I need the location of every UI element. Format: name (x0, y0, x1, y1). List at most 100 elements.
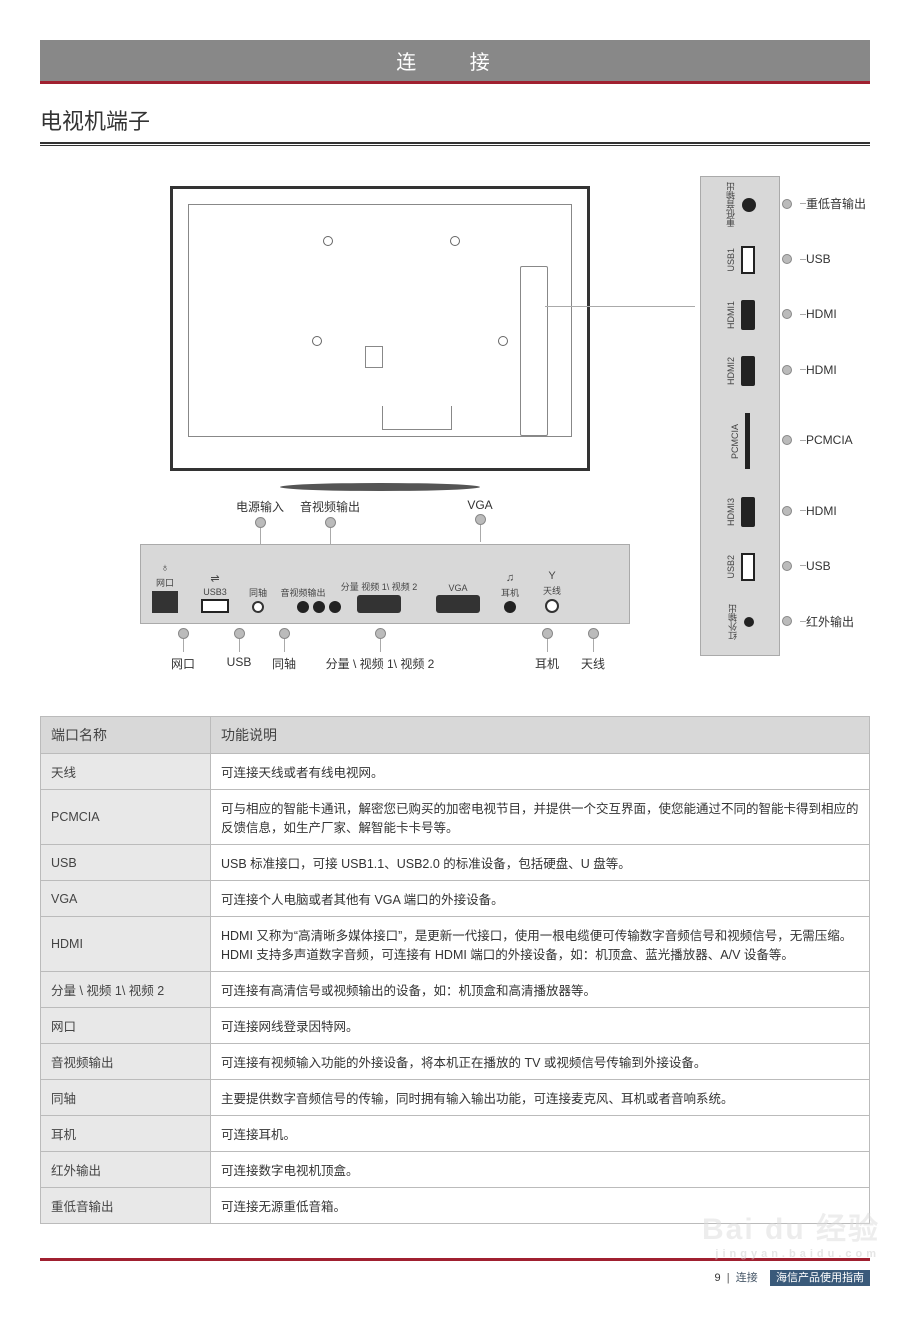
table-row: 耳机可连接耳机。 (41, 1116, 870, 1152)
bottom-callout-label: 天线 (581, 657, 605, 671)
port-shape-icon (152, 591, 178, 613)
side-callout: 重低音输出 (782, 196, 870, 212)
bottom-port: ♫耳机 (489, 572, 531, 613)
table-row: 重低音输出可连接无源重低音箱。 (41, 1188, 870, 1224)
port-name-cell: 天线 (41, 754, 211, 790)
bottom-callout: 分量 \ 视频 1\ 视频 2 (325, 628, 435, 672)
table-row: 红外输出可连接数字电视机顶盒。 (41, 1152, 870, 1188)
bottom-port: 分量 视频 1\ 视频 2 (331, 580, 427, 613)
screw-icon (498, 336, 508, 346)
side-port-label: PCMCIA (730, 424, 740, 459)
table-row: 天线可连接天线或者有线电视网。 (41, 754, 870, 790)
side-callout: PCMCIA (782, 432, 870, 448)
screw-icon (312, 336, 322, 346)
top-callout: 音视频输出 (290, 498, 370, 545)
table-row: 网口可连接网线登录因特网。 (41, 1008, 870, 1044)
leader-line (260, 517, 261, 545)
table-row: 音视频输出可连接有视频输入功能的外接设备，将本机正在播放的 TV 或视频信号传输… (41, 1044, 870, 1080)
side-callout: USB (782, 558, 870, 574)
bottom-port-label: 天线 (543, 584, 561, 597)
bottom-callout: 同轴 (229, 628, 339, 672)
side-port-label: HDMI1 (726, 301, 736, 329)
bullet-icon (782, 616, 792, 626)
port-name-cell: 耳机 (41, 1116, 211, 1152)
side-port: HDMI3 (701, 484, 779, 539)
port-name-cell: 网口 (41, 1008, 211, 1044)
table-row: PCMCIA可与相应的智能卡通讯，解密您已购买的加密电视节目，并提供一个交互界面… (41, 790, 870, 845)
port-shape-icon (741, 356, 755, 386)
table-header-desc: 功能说明 (211, 717, 870, 754)
chapter-header: 连 接 (40, 40, 870, 84)
bottom-port-label: 同轴 (249, 586, 267, 599)
port-shape-icon (201, 599, 229, 613)
screw-icon (323, 236, 333, 246)
bottom-cutout (382, 406, 452, 430)
side-port: HDMI2 (701, 343, 779, 398)
bottom-port: ⇌USB3 (189, 572, 241, 613)
page-number: 9 (715, 1272, 721, 1284)
bottom-callout: 天线 (538, 628, 648, 672)
bottom-port-panel: ♁网口⇌USB3同轴音视频输出分量 视频 1\ 视频 2VGA♫耳机Y天线 (140, 544, 630, 624)
port-desc-cell: 可连接有视频输入功能的外接设备，将本机正在播放的 TV 或视频信号传输到外接设备… (211, 1044, 870, 1080)
table-row: 分量 \ 视频 1\ 视频 2可连接有高清信号或视频输出的设备，如：机顶盒和高清… (41, 972, 870, 1008)
side-port: 红外输出 (701, 595, 779, 650)
side-callout: HDMI (782, 503, 870, 519)
side-port-panel: 重低音输出 USB1 HDMI1 HDMI2 PCMCIA HDMI3 USB2 红外输出 (700, 176, 780, 656)
port-desc-cell: 可连接天线或者有线电视网。 (211, 754, 870, 790)
top-callout: 电源输入 (220, 498, 300, 545)
bottom-port-label: VGA (448, 583, 467, 593)
port-shape-icon (436, 595, 480, 613)
footer-book-title: 海信产品使用指南 (770, 1270, 870, 1286)
table-header-name: 端口名称 (41, 717, 211, 754)
port-desc-cell: USB 标准接口，可接 USB1.1、USB2.0 的标准设备，包括硬盘、U 盘… (211, 845, 870, 881)
top-callout-label: 音视频输出 (300, 500, 360, 514)
port-desc-cell: HDMI 又称为“高清晰多媒体接口”，是更新一代接口，使用一根电缆便可传输数字音… (211, 917, 870, 972)
port-shape-icon (741, 497, 755, 527)
bottom-port-label: USB3 (203, 587, 227, 597)
bullet-icon (782, 254, 792, 264)
port-shape-icon (357, 595, 401, 613)
port-shape-icon (297, 601, 309, 613)
side-callout: HDMI (782, 362, 870, 378)
module-icon (365, 346, 383, 368)
port-desc-cell: 可连接个人电脑或者其他有 VGA 端口的外接设备。 (211, 881, 870, 917)
port-desc-cell: 可与相应的智能卡通讯，解密您已购买的加密电视节目，并提供一个交互界面，使您能通过… (211, 790, 870, 845)
bullet-icon (782, 435, 792, 445)
port-shape-icon (742, 198, 756, 212)
port-desc-cell: 可连接有高清信号或视频输出的设备，如：机顶盒和高清播放器等。 (211, 972, 870, 1008)
side-port: USB2 (701, 539, 779, 594)
side-callout-label: USB (806, 252, 831, 266)
bullet-icon (782, 365, 792, 375)
port-shape-icon (741, 246, 755, 274)
bullet-icon (782, 199, 792, 209)
port-name-cell: 同轴 (41, 1080, 211, 1116)
side-callout: USB (782, 251, 870, 267)
side-callout-label: HDMI (806, 363, 837, 377)
side-port-label: USB1 (726, 248, 736, 272)
port-table: 端口名称 功能说明 天线可连接天线或者有线电视网。PCMCIA可与相应的智能卡通… (40, 716, 870, 1224)
page-footer: 9 | 连接 海信产品使用指南 (40, 1258, 870, 1285)
side-callout-label: PCMCIA (806, 433, 853, 447)
port-shape-icon (745, 413, 750, 469)
port-desc-cell: 可连接无源重低音箱。 (211, 1188, 870, 1224)
bottom-callout-label: 同轴 (272, 657, 296, 671)
port-desc-cell: 可连接网线登录因特网。 (211, 1008, 870, 1044)
side-port-label: 重低音输出 (724, 182, 737, 227)
port-shape-icon (744, 617, 754, 627)
port-name-cell: VGA (41, 881, 211, 917)
bullet-icon (782, 506, 792, 516)
tv-stand (320, 469, 440, 491)
leader-line (593, 628, 594, 652)
port-desc-cell: 主要提供数字音频信号的传输，同时拥有输入输出功能，可连接麦克风、耳机或者音响系统… (211, 1080, 870, 1116)
leader-line (480, 514, 481, 542)
side-port-label: USB2 (726, 555, 736, 579)
bottom-port-label: 分量 视频 1\ 视频 2 (341, 580, 418, 593)
port-name-cell: 重低音输出 (41, 1188, 211, 1224)
side-port-label: HDMI2 (726, 357, 736, 385)
port-desc-cell: 可连接数字电视机顶盒。 (211, 1152, 870, 1188)
port-shape-icon (545, 599, 559, 613)
side-slot (520, 266, 548, 436)
side-port: PCMCIA (701, 399, 779, 484)
bottom-callout-label: 分量 \ 视频 1\ 视频 2 (326, 657, 435, 671)
top-callout: VGA (440, 498, 520, 542)
